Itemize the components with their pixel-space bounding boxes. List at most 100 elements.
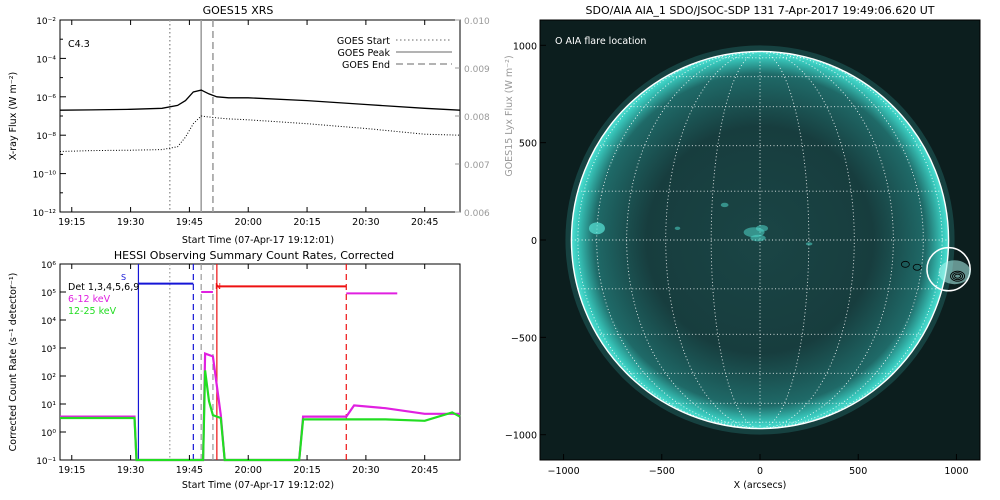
longitude-line xyxy=(759,51,894,429)
aia-x-tick-label: 500 xyxy=(849,466,867,477)
goes-y-tick-label: 10⁻⁴ xyxy=(36,55,56,65)
bright-active-region xyxy=(588,202,813,246)
heliographic-grid xyxy=(571,51,949,429)
goes-title: GOES15 XRS xyxy=(203,4,274,17)
aia-legend: O AIA flare location xyxy=(555,36,646,47)
limb-brightening xyxy=(588,222,605,235)
hessi-legend-6-12: 6-12 keV xyxy=(68,294,111,305)
flare-contour xyxy=(954,273,962,279)
aia-y-tick-label: 0 xyxy=(531,236,537,247)
goes-legend: GOES Start GOES Peak GOES End xyxy=(337,36,452,71)
goes-y-ticks: 10⁻¹² 10⁻¹⁰ 10⁻⁸ 10⁻⁶ 10⁻⁴ 10⁻² xyxy=(33,17,66,219)
goes-series xyxy=(59,89,461,152)
hessi-y-tick-label: 10⁶ xyxy=(41,261,56,271)
legend-goes-peak: GOES Peak xyxy=(338,48,391,59)
aia-title: SDO/AIA AIA_1 SDO/JSOC-SDP 131 7-Apr-201… xyxy=(586,4,935,17)
active-region-blob xyxy=(674,226,681,230)
longitude-line xyxy=(665,51,761,429)
hessi-y-tick-label: 10⁵ xyxy=(41,289,56,299)
flare-contour xyxy=(912,263,922,271)
hessi-series-6-12-kev xyxy=(60,352,460,462)
hessi-label-s: S xyxy=(121,273,126,282)
hessi-title: HESSI Observing Summary Count Rates, Cor… xyxy=(114,249,394,262)
goes-event-markers xyxy=(169,20,214,212)
aia-x-tick-label: 0 xyxy=(757,466,763,477)
flare-contour xyxy=(952,272,964,281)
goes-plot-frame xyxy=(59,19,461,213)
goes-xlabel: Start Time (07-Apr-17 19:12:01) xyxy=(182,235,334,246)
hessi-series xyxy=(60,352,461,462)
hessi-y-tick-label: 10² xyxy=(41,373,56,383)
aia-y-tick-label: −500 xyxy=(511,333,537,344)
active-region-blob xyxy=(755,225,769,232)
hessi-level-segments xyxy=(138,282,398,295)
hessi-xlabel: Start Time (07-Apr-17 19:12:02) xyxy=(182,480,334,491)
longitude-line xyxy=(626,51,761,429)
hessi-ylabel: Corrected Count Rate (s⁻¹ detector⁻¹) xyxy=(8,273,19,452)
hessi-label-n: N xyxy=(215,282,221,291)
flare-location-circle xyxy=(926,246,971,292)
goes-y-right-tick-label: 0.006 xyxy=(464,209,490,219)
goes-y-tick-label: 10⁻¹² xyxy=(33,209,57,219)
goes-x-tick-label: 20:15 xyxy=(293,217,320,228)
aia-y-tick-label: −1000 xyxy=(505,431,537,442)
goes-ylabel: X-ray Flux (W m⁻²) xyxy=(8,72,19,161)
active-region-blob xyxy=(750,234,766,242)
hessi-x-tick-label: 19:45 xyxy=(176,465,203,476)
aia-y-tick-label: 500 xyxy=(519,139,537,150)
hessi-y-tick-label: 10³ xyxy=(41,345,56,355)
hessi-x-tick-label: 20:45 xyxy=(411,465,438,476)
aia-x-ticks: −1000 −500 0 500 1000 xyxy=(548,454,969,477)
solar-limb-circle xyxy=(570,50,950,430)
goes-y-tick-label: 10⁻⁸ xyxy=(36,132,56,142)
longitude-line xyxy=(759,51,943,429)
goes-ylabel-right: GOES15 Lyx Flux (W m⁻²) xyxy=(504,55,515,176)
hessi-series-12-25-kev xyxy=(60,370,461,462)
goes-series-long-channel xyxy=(59,89,461,111)
longitude-line xyxy=(577,51,761,429)
flare-contours xyxy=(900,260,971,285)
hessi-legend: Det 1,3,4,5,6,9 6-12 keV 12-25 keV xyxy=(68,282,139,317)
aia-panel: SDO/AIA AIA_1 SDO/JSOC-SDP 131 7-Apr-201… xyxy=(505,4,981,491)
hessi-legend-title: Det 1,3,4,5,6,9 xyxy=(68,282,139,293)
goes-x-tick-label: 20:00 xyxy=(235,217,262,228)
hessi-y-ticks: 10⁻¹ 10⁰ 10¹ 10² 10³ 10⁴ 10⁵ 10⁶ xyxy=(36,261,66,467)
aia-xlabel: X (arcsecs) xyxy=(734,480,787,491)
hessi-legend-12-25: 12-25 keV xyxy=(68,306,117,317)
legend-goes-end: GOES End xyxy=(342,60,390,71)
hessi-y-tick-label: 10⁻¹ xyxy=(36,457,56,467)
aia-x-tick-label: −1000 xyxy=(548,466,580,477)
hessi-x-tick-label: 19:30 xyxy=(117,465,144,476)
active-region-blob xyxy=(720,202,729,208)
goes-y-ticks-right: 0.006 0.007 0.008 0.009 0.010 xyxy=(455,17,490,219)
goes-x-tick-label: 19:45 xyxy=(176,217,203,228)
hessi-vertical-lines xyxy=(137,264,347,460)
hessi-x-tick-label: 20:00 xyxy=(235,465,262,476)
goes-annotation: C4.3 xyxy=(68,39,90,50)
aia-y-ticks: −1000 −500 0 500 1000 xyxy=(505,41,546,442)
hessi-x-tick-label: 19:15 xyxy=(58,465,85,476)
hessi-y-tick-label: 10⁰ xyxy=(41,429,56,439)
flare-bright-kernel xyxy=(938,260,971,285)
aia-y-tick-label: 1000 xyxy=(513,41,537,52)
goes-x-ticks: 19:15 19:30 19:45 20:00 20:15 20:30 20:45 xyxy=(58,20,438,228)
hessi-y-tick-label: 10¹ xyxy=(41,401,56,411)
hessi-x-tick-label: 20:15 xyxy=(293,465,320,476)
goes-panel: GOES15 XRS 19:15 19:30 19:45 20:00 20:15 20:3… xyxy=(8,4,515,246)
hessi-x-ticks: 19:15 19:30 19:45 20:00 20:15 20:30 20:45 xyxy=(58,264,438,476)
longitude-line xyxy=(759,51,855,429)
longitude-line xyxy=(596,51,761,429)
goes-y-tick-label: 10⁻² xyxy=(36,17,56,27)
goes-x-tick-label: 19:30 xyxy=(117,217,144,228)
goes-x-tick-label: 19:15 xyxy=(58,217,85,228)
goes-y-right-tick-label: 0.010 xyxy=(464,17,490,27)
goes-y-tick-label: 10⁻¹⁰ xyxy=(33,171,57,181)
longitude-line xyxy=(759,51,924,429)
goes-y-tick-label: 10⁻⁶ xyxy=(36,94,56,104)
hessi-x-tick-label: 20:30 xyxy=(352,465,379,476)
goes-x-tick-label: 20:45 xyxy=(411,217,438,228)
flare-contour xyxy=(950,270,966,282)
flare-contour xyxy=(900,260,910,268)
active-region-blob xyxy=(805,242,813,246)
